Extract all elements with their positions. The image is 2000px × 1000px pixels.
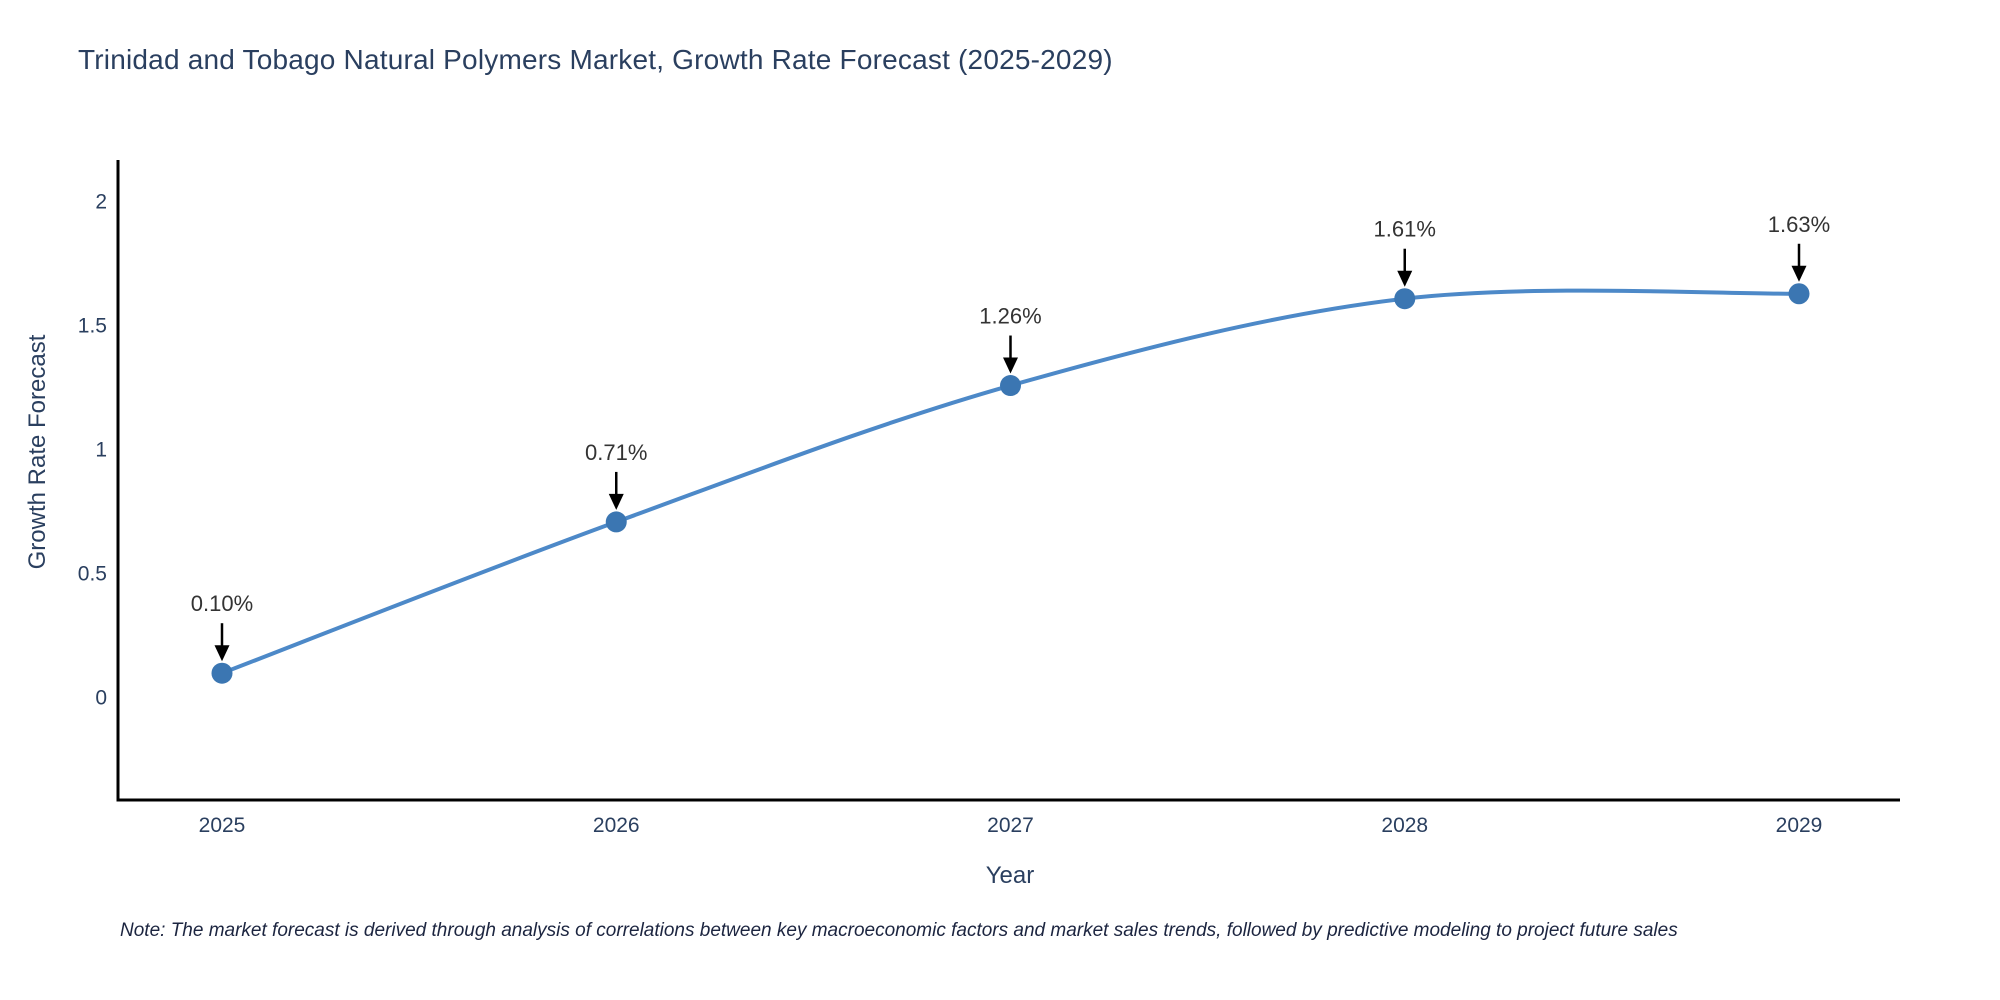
y-tick-label: 1.5: [78, 315, 107, 338]
y-tick-label: 0.5: [78, 563, 107, 586]
y-tick-label: 2: [95, 191, 107, 214]
x-tick-label: 2029: [1776, 814, 1823, 837]
x-tick-label: 2028: [1381, 814, 1428, 837]
y-tick-label: 0: [95, 687, 107, 710]
data-point-marker[interactable]: [605, 511, 627, 533]
data-point-marker[interactable]: [1788, 283, 1810, 305]
chart-title: Trinidad and Tobago Natural Polymers Mar…: [78, 44, 1113, 75]
annotation-arrow-head-icon: [1397, 270, 1413, 287]
annotation-arrow-head-icon: [1791, 265, 1807, 282]
x-tick-label: 2025: [199, 814, 246, 837]
footnote: Note: The market forecast is derived thr…: [120, 920, 1678, 941]
data-point-marker[interactable]: [1000, 375, 1021, 397]
data-point-label: 0.10%: [191, 591, 253, 616]
annotation-arrow-head-icon: [214, 645, 230, 662]
data-point-marker[interactable]: [1394, 288, 1416, 310]
x-tick-label: 2026: [593, 814, 640, 837]
data-point-marker[interactable]: [211, 662, 233, 684]
data-point-label: 1.26%: [979, 304, 1041, 329]
y-axis-title: Growth Rate Forecast: [24, 334, 51, 570]
x-axis-title: Year: [985, 862, 1035, 889]
annotation-arrow-head-icon: [608, 493, 624, 510]
y-tick-label: 1: [95, 439, 107, 462]
x-tick-label: 2027: [987, 814, 1034, 837]
data-point-label: 0.71%: [585, 440, 647, 465]
data-point-label: 1.63%: [1768, 212, 1830, 237]
data-point-label: 1.61%: [1374, 217, 1436, 242]
annotation-arrow-head-icon: [1003, 357, 1018, 374]
